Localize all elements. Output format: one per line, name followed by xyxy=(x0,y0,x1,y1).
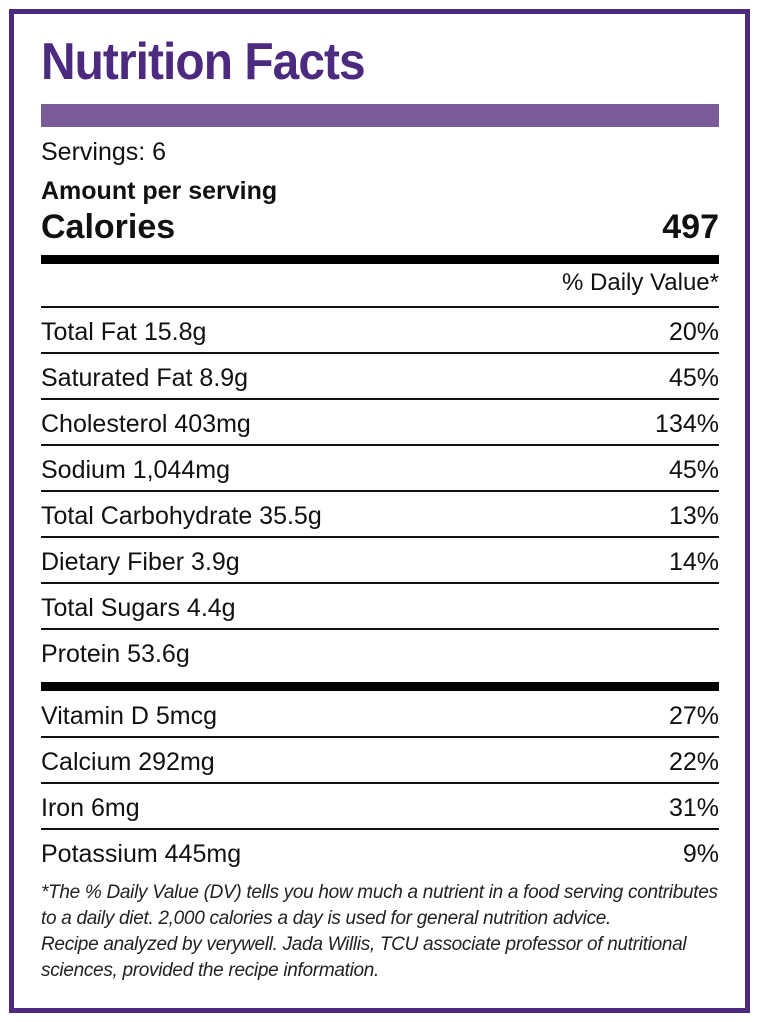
nutrient-dv: 13% xyxy=(668,502,719,530)
divider xyxy=(41,444,719,446)
vitamin-row-calcium: Calcium 292mg 22% xyxy=(41,740,719,784)
vitamin-dv: 22% xyxy=(668,748,719,776)
divider xyxy=(41,582,719,584)
divider xyxy=(41,306,719,308)
calories-value: 497 xyxy=(662,208,719,246)
nutrient-name: Saturated Fat 8.9g xyxy=(41,364,249,392)
divider xyxy=(41,782,719,784)
nutrient-row-total-fat: Total Fat 15.8g 20% xyxy=(41,310,719,354)
calories-divider xyxy=(41,255,719,264)
vitamin-row-potassium: Potassium 445mg 9% xyxy=(41,832,719,876)
nutrient-dv: 134% xyxy=(655,410,719,438)
divider xyxy=(41,490,719,492)
title-divider xyxy=(41,104,719,127)
footnote-dv-explanation: *The % Daily Value (DV) tells you how mu… xyxy=(41,882,718,929)
footnote: *The % Daily Value (DV) tells you how mu… xyxy=(41,880,719,984)
vitamin-name: Calcium 292mg xyxy=(41,748,215,776)
nutrient-dv: 45% xyxy=(668,364,719,392)
divider xyxy=(41,628,719,630)
nutrient-dv: 45% xyxy=(668,456,719,484)
nutrient-row-protein: Protein 53.6g xyxy=(41,632,719,676)
vitamins-divider xyxy=(41,682,719,691)
calories-label: Calories xyxy=(41,208,176,246)
nutrient-name: Protein 53.6g xyxy=(41,640,190,668)
nutrient-row-dietary-fiber: Dietary Fiber 3.9g 14% xyxy=(41,540,719,584)
nutrient-row-total-sugars: Total Sugars 4.4g xyxy=(41,586,719,630)
vitamin-dv: 9% xyxy=(682,840,719,868)
nutrient-name: Sodium 1,044mg xyxy=(41,456,231,484)
divider xyxy=(41,536,719,538)
nutrient-name: Dietary Fiber 3.9g xyxy=(41,548,240,576)
nutrient-name: Total Fat 15.8g xyxy=(41,318,207,346)
amount-per-serving: Amount per serving xyxy=(41,177,278,205)
nutrient-row-total-carbohydrate: Total Carbohydrate 35.5g 13% xyxy=(41,494,719,538)
daily-value-header: % Daily Value* xyxy=(562,269,719,296)
nutrient-name: Total Sugars 4.4g xyxy=(41,594,236,622)
nutrient-row-cholesterol: Cholesterol 403mg 134% xyxy=(41,402,719,446)
nutrient-row-saturated-fat: Saturated Fat 8.9g 45% xyxy=(41,356,719,400)
nutrient-name: Total Carbohydrate 35.5g xyxy=(41,502,322,530)
nutrient-dv: 14% xyxy=(668,548,719,576)
nutrient-row-sodium: Sodium 1,044mg 45% xyxy=(41,448,719,492)
nutrition-label: Nutrition Facts Servings: 6 Amount per s… xyxy=(9,9,750,1013)
vitamin-dv: 31% xyxy=(668,794,719,822)
nutrition-label-content: Nutrition Facts Servings: 6 Amount per s… xyxy=(41,14,719,1008)
vitamin-name: Potassium 445mg xyxy=(41,840,242,868)
divider xyxy=(41,398,719,400)
divider xyxy=(41,352,719,354)
divider xyxy=(41,736,719,738)
divider xyxy=(41,828,719,830)
vitamin-name: Vitamin D 5mcg xyxy=(41,702,217,730)
vitamin-row-iron: Iron 6mg 31% xyxy=(41,786,719,830)
servings: Servings: 6 xyxy=(41,138,167,166)
nutrient-dv: 20% xyxy=(668,318,719,346)
page-title: Nutrition Facts xyxy=(41,33,366,91)
nutrient-name: Cholesterol 403mg xyxy=(41,410,251,438)
footnote-recipe-credit: Recipe analyzed by verywell. Jada Willis… xyxy=(41,934,687,981)
calories-row: Calories 497 xyxy=(41,207,719,247)
vitamin-dv: 27% xyxy=(668,702,719,730)
vitamin-row-vitamin-d: Vitamin D 5mcg 27% xyxy=(41,694,719,738)
vitamin-name: Iron 6mg xyxy=(41,794,140,822)
